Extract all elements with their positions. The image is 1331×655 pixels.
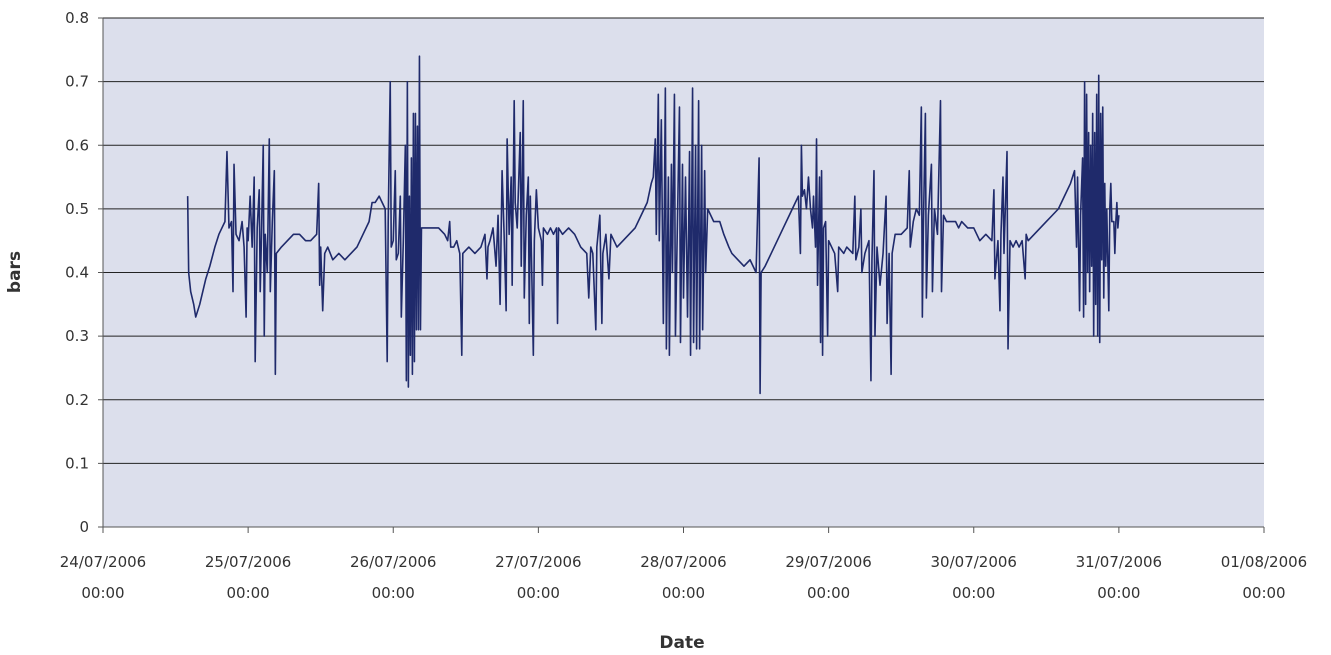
x-tick-label-time-7: 00:00: [1097, 584, 1140, 602]
x-tick-label-date-4: 28/07/2006: [640, 553, 726, 571]
y-tick-label-5: 0.5: [65, 200, 89, 218]
x-tick-label-date-5: 29/07/2006: [785, 553, 871, 571]
x-tick-label-date-3: 27/07/2006: [495, 553, 581, 571]
x-tick-label-time-2: 00:00: [372, 584, 415, 602]
gridlines: [103, 17, 1264, 464]
axes: [98, 17, 1265, 533]
x-tick-labels: 24/07/2006 00:00 25/07/2006 00:00 26/07/2006…: [60, 553, 1307, 602]
x-tick-label-date-6: 30/07/2006: [931, 553, 1017, 571]
x-tick-label-time-1: 00:00: [227, 584, 270, 602]
y-tick-label-3: 0.3: [65, 327, 89, 345]
y-tick-label-8: 0.8: [65, 9, 89, 27]
y-tick-label-7: 0.7: [65, 73, 89, 91]
x-tick-label-date-8: 01/08/2006: [1221, 553, 1307, 571]
x-tick-label-date-7: 31/07/2006: [1076, 553, 1162, 571]
x-tick-label-date-2: 26/07/2006: [350, 553, 436, 571]
y-tick-label-1: 0.1: [65, 454, 89, 472]
y-axis-title: bars: [5, 251, 25, 293]
y-tick-label-2: 0.2: [65, 391, 89, 409]
y-tick-label-4: 0.4: [65, 264, 89, 282]
y-tick-label-0: 0: [79, 518, 89, 536]
y-tick-labels: 0 0.1 0.2 0.3 0.4 0.5 0.6 0.7 0.8: [65, 9, 89, 536]
x-tick-label-time-8: 00:00: [1242, 584, 1285, 602]
x-tick-label-time-6: 00:00: [952, 584, 995, 602]
series-layer: [186, 55, 1120, 395]
x-tick-label-date-1: 25/07/2006: [205, 553, 291, 571]
x-tick-label-time-3: 00:00: [517, 584, 560, 602]
x-tick-label-time-5: 00:00: [807, 584, 850, 602]
y-tick-label-6: 0.6: [65, 136, 89, 154]
series-line-0: [186, 55, 1120, 395]
x-tick-label-date-0: 24/07/2006: [60, 553, 146, 571]
x-tick-label-time-4: 00:00: [662, 584, 705, 602]
x-axis-title: Date: [659, 633, 704, 653]
x-tick-label-time-0: 00:00: [81, 584, 124, 602]
